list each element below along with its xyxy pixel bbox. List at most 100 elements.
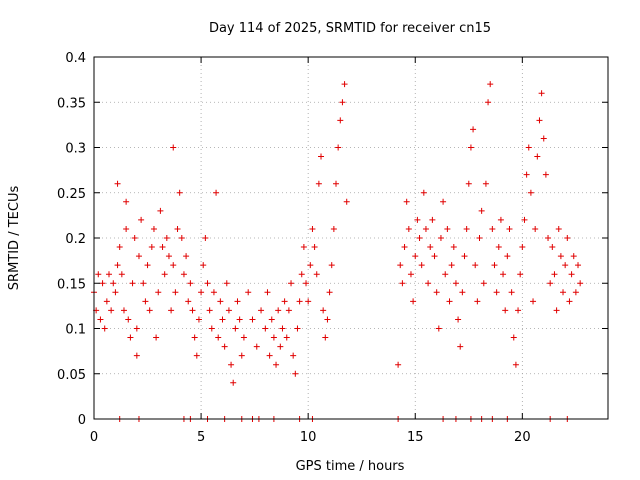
data-point [322, 334, 329, 341]
data-point [170, 144, 177, 151]
data-point [133, 325, 140, 332]
data-point [510, 334, 517, 341]
data-point [114, 262, 121, 269]
data-point [412, 253, 419, 260]
data-point [420, 189, 427, 196]
data-point [230, 379, 237, 386]
data-point [545, 235, 552, 241]
data-point [502, 307, 509, 314]
data-point [455, 316, 462, 323]
data-point [403, 198, 410, 205]
data-point [467, 144, 474, 151]
data-point [300, 244, 307, 251]
data-point [303, 280, 310, 287]
data-point [442, 271, 449, 278]
data-point [232, 325, 239, 332]
y-tick-label: 0.15 [57, 277, 86, 292]
data-point [547, 280, 554, 287]
data-point [425, 280, 432, 287]
data-point [185, 298, 192, 305]
data-point [459, 289, 466, 296]
data-point [142, 298, 149, 305]
x-axis-label: GPS time / hours [296, 459, 405, 474]
data-point [566, 298, 573, 305]
data-point [333, 180, 340, 187]
data-point [418, 262, 425, 269]
data-point [105, 271, 112, 278]
data-point [324, 316, 331, 323]
data-point [480, 280, 487, 287]
data-point [223, 280, 230, 287]
data-point [292, 370, 299, 377]
data-point [487, 81, 494, 88]
data-point [555, 225, 562, 232]
data-point [281, 298, 288, 305]
data-point [198, 289, 205, 296]
data-point [493, 289, 500, 296]
data-point [515, 307, 522, 314]
data-point [133, 352, 140, 359]
data-point [279, 325, 286, 332]
data-point [298, 271, 305, 278]
data-point [208, 325, 215, 332]
data-point [187, 280, 194, 287]
data-point [172, 289, 179, 296]
data-point [448, 262, 455, 269]
data-point [150, 225, 157, 232]
data-point [446, 298, 453, 305]
data-point [219, 316, 226, 323]
x-tick-label: 10 [300, 430, 317, 445]
data-point [313, 271, 320, 278]
data-point [422, 225, 429, 232]
data-point [452, 280, 459, 287]
data-point [527, 189, 534, 196]
data-point [225, 307, 232, 314]
data-point [575, 262, 582, 269]
data-point [178, 235, 185, 241]
data-point [215, 334, 222, 341]
data-point [168, 307, 175, 314]
data-point [482, 180, 489, 187]
data-point [200, 262, 207, 269]
data-point [288, 280, 295, 287]
data-point [245, 289, 252, 296]
data-point [500, 271, 507, 278]
data-point [341, 81, 348, 88]
data-point [290, 352, 297, 359]
data-point [123, 225, 130, 232]
data-point [118, 271, 125, 278]
data-point [450, 244, 457, 251]
data-point [504, 253, 511, 260]
data-point [144, 262, 151, 269]
data-point [431, 253, 438, 260]
data-point [407, 271, 414, 278]
y-tick-label: 0.05 [57, 368, 86, 383]
data-point [444, 225, 451, 232]
data-point [530, 298, 537, 305]
data-point [228, 361, 235, 368]
data-point [123, 198, 130, 205]
data-point [472, 262, 479, 269]
data-point [536, 117, 543, 124]
data-point [560, 289, 567, 296]
data-point [266, 352, 273, 359]
data-point [217, 298, 224, 305]
data-point [572, 289, 579, 296]
data-point [478, 207, 485, 214]
data-point [110, 280, 117, 287]
x-tick-label: 15 [407, 430, 424, 445]
data-point [416, 235, 423, 241]
data-point [463, 225, 470, 232]
data-point [328, 262, 335, 269]
data-point [210, 289, 217, 296]
data-point [534, 153, 541, 160]
data-point [103, 298, 110, 305]
data-point [95, 271, 102, 278]
data-point [485, 99, 492, 106]
data-point [140, 280, 147, 287]
data-points [91, 81, 584, 422]
data-point [114, 180, 121, 187]
data-point [202, 235, 209, 241]
data-point [542, 171, 549, 178]
data-point [138, 216, 145, 223]
